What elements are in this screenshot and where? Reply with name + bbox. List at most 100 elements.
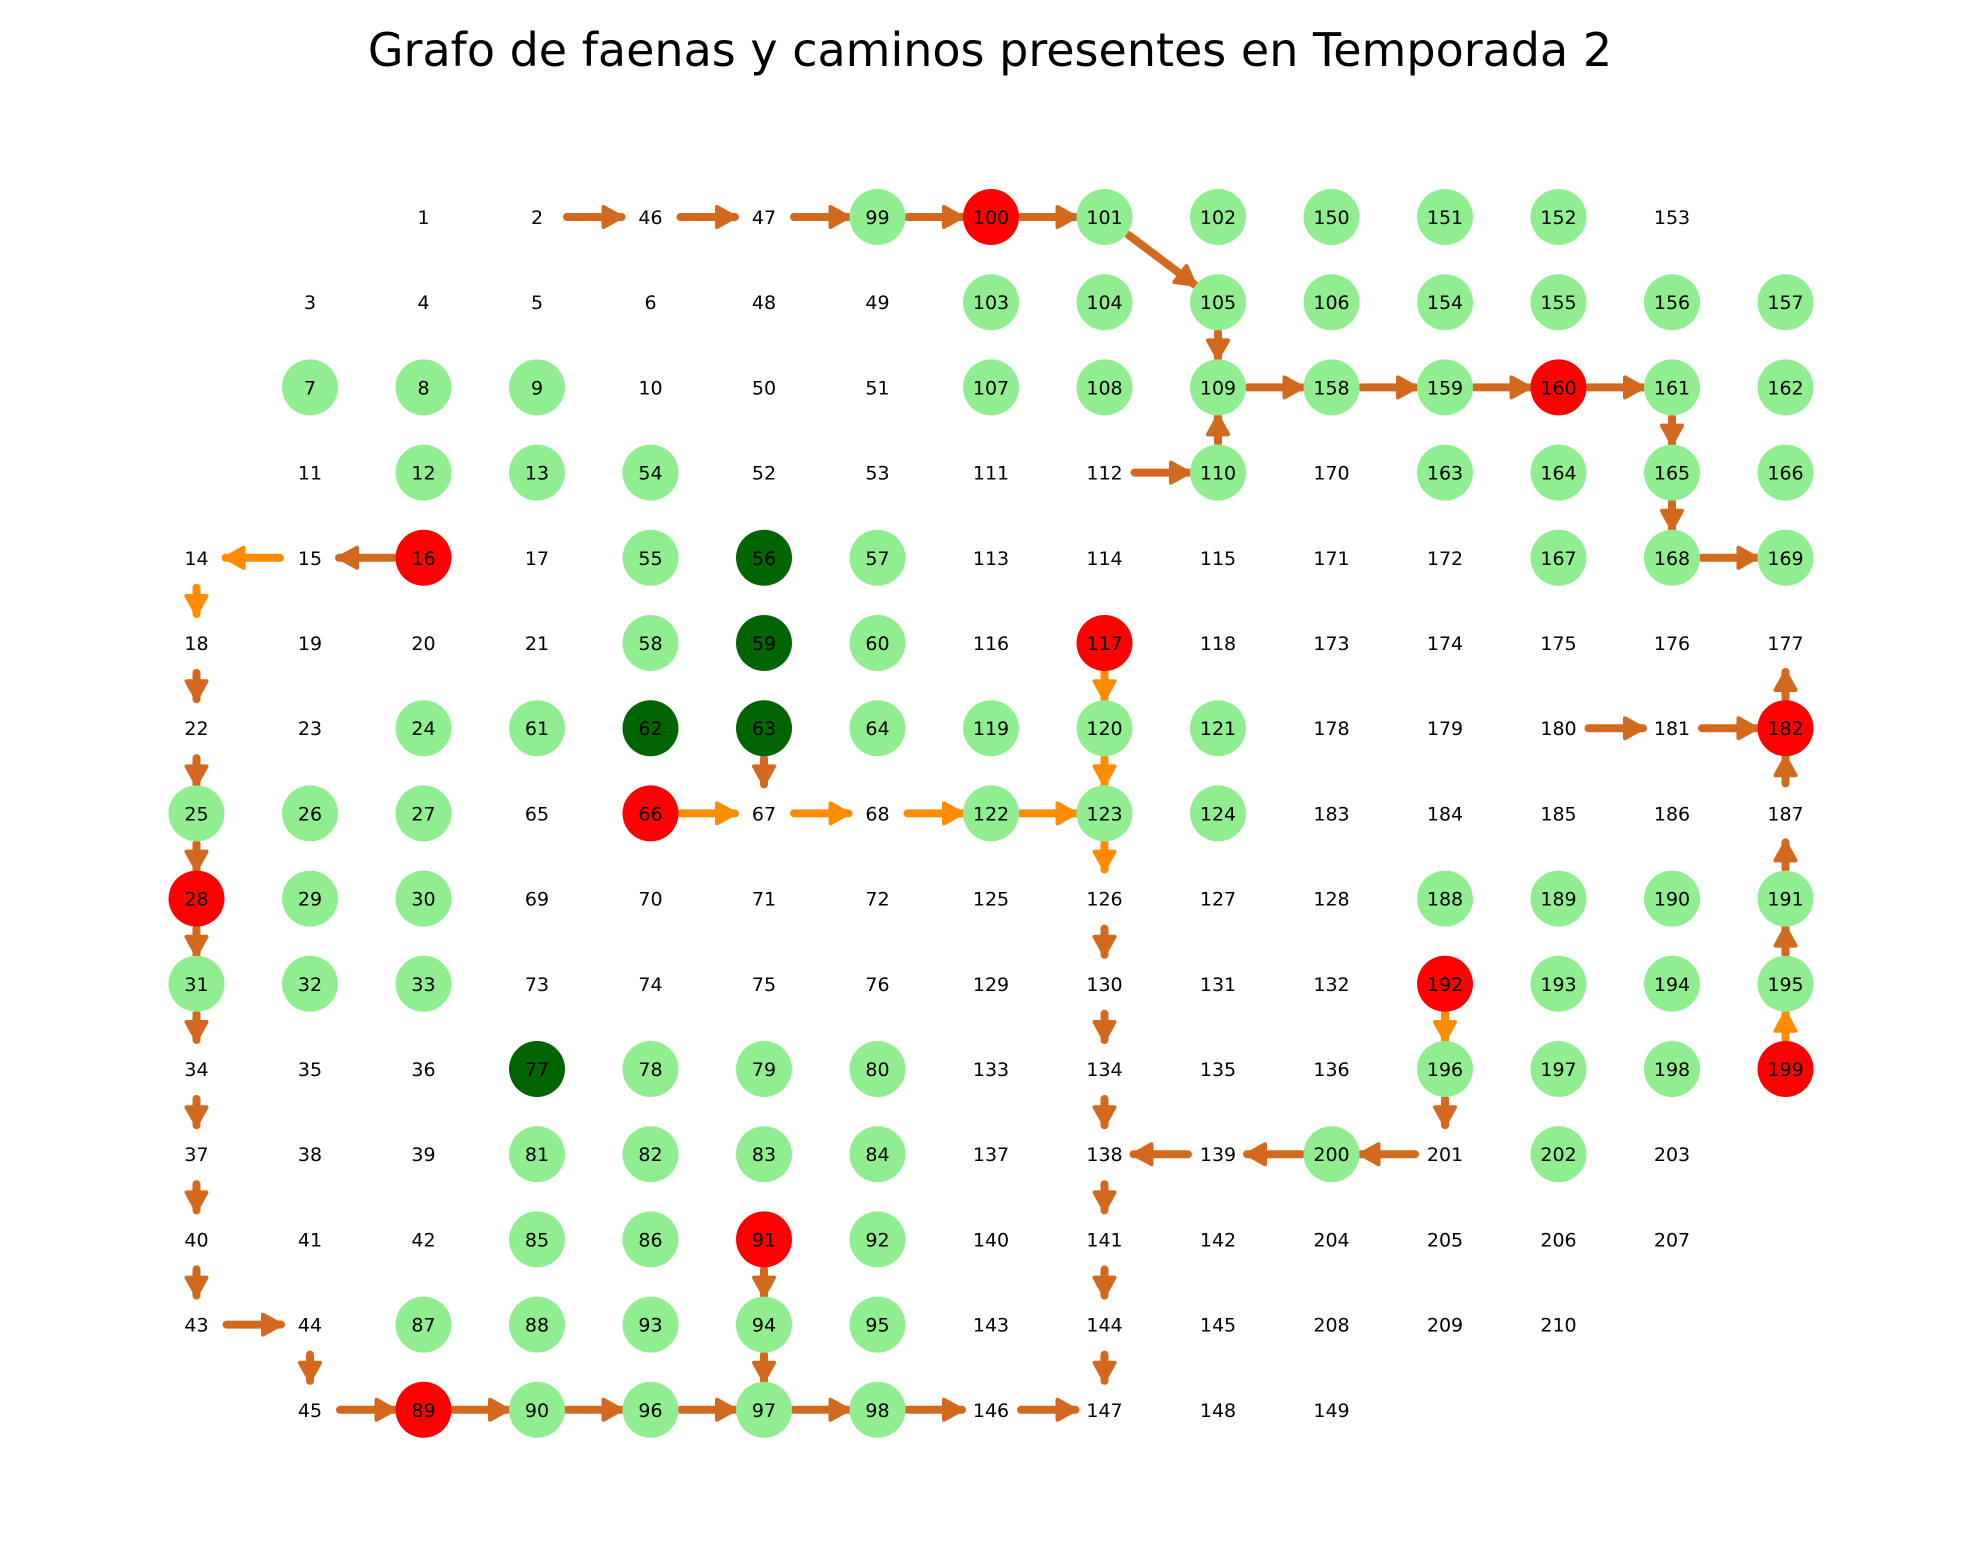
node-105: 105 [1190, 274, 1246, 331]
edge-15-14 [221, 545, 284, 570]
node-label: 188 [1427, 889, 1463, 911]
node-label: 182 [1767, 718, 1803, 740]
edge-67-68 [790, 801, 853, 826]
edge-arrowhead [1736, 716, 1759, 741]
node-label: 82 [638, 1144, 662, 1166]
node-label: 12 [411, 463, 435, 485]
edge-arrowhead [1169, 460, 1191, 485]
node-label: 181 [1654, 718, 1690, 740]
node-103: 103 [963, 274, 1019, 331]
node-label: 10 [638, 377, 662, 399]
node-circle-light [1417, 189, 1473, 245]
node-200: 200 [1303, 1126, 1360, 1183]
node-195: 195 [1757, 955, 1814, 1012]
node-75: 75 [752, 974, 776, 996]
node-74: 74 [638, 974, 662, 996]
node-label: 31 [184, 974, 208, 996]
node-label: 94 [752, 1315, 776, 1337]
node-label: 64 [865, 718, 889, 740]
node-3: 3 [304, 292, 316, 314]
node-label: 28 [184, 889, 208, 911]
edge-arrowhead [1509, 375, 1532, 400]
node-circle-light [736, 1041, 792, 1097]
node-145: 145 [1200, 1315, 1236, 1337]
edge-arrowhead [1623, 716, 1645, 741]
edge-122-123 [1017, 801, 1080, 826]
node-circle-red [395, 529, 452, 586]
node-label: 42 [411, 1229, 435, 1251]
node-circle-light [1303, 1126, 1360, 1183]
edge-40-43 [184, 1265, 209, 1300]
edge-arrowhead [1282, 375, 1305, 400]
edge-arrowhead [184, 1105, 209, 1128]
node-106: 106 [1303, 274, 1360, 331]
node-2: 2 [531, 207, 543, 229]
node-32: 32 [282, 955, 338, 1012]
edge-37-40 [184, 1180, 209, 1215]
edge-arrowhead [828, 801, 851, 826]
node-120: 120 [1076, 700, 1133, 757]
node-40: 40 [184, 1229, 208, 1251]
node-label: 184 [1427, 803, 1463, 825]
node-104: 104 [1076, 274, 1133, 331]
node-circle-light [1757, 529, 1814, 586]
edge-63-67 [752, 754, 776, 789]
edge-arrowhead [1055, 801, 1078, 826]
node-label: 137 [973, 1144, 1009, 1166]
node-109: 109 [1190, 359, 1246, 416]
edge-130-134 [1092, 1009, 1117, 1044]
node-62: 62 [622, 700, 679, 757]
node-circle-light [509, 1381, 565, 1438]
edge-97-98 [790, 1397, 853, 1422]
edge-161-165 [1660, 413, 1684, 448]
node-circle-light [849, 1296, 906, 1353]
node-43: 43 [184, 1315, 208, 1337]
edge-138-141 [1092, 1180, 1117, 1215]
node-160: 160 [1530, 359, 1587, 416]
node-23: 23 [298, 718, 322, 740]
node-label: 139 [1200, 1144, 1236, 1166]
node-46: 46 [638, 207, 662, 229]
node-label: 30 [411, 889, 435, 911]
edge-159-160 [1471, 375, 1534, 400]
node-82: 82 [622, 1126, 679, 1183]
node-171: 171 [1313, 548, 1349, 570]
chart-title: Grafo de faenas y caminos presentes en T… [368, 23, 1612, 77]
node-label: 164 [1540, 463, 1576, 485]
edge-91-94 [752, 1265, 776, 1300]
node-78: 78 [622, 1041, 679, 1097]
node-61: 61 [509, 700, 565, 757]
node-89: 89 [395, 1381, 452, 1438]
edge-arrowhead [1092, 849, 1117, 872]
node-label: 3 [304, 292, 316, 314]
node-label: 92 [865, 1229, 889, 1251]
node-circle-light [1190, 359, 1246, 416]
node-170: 170 [1313, 463, 1349, 485]
node-label: 189 [1540, 889, 1576, 911]
node-label: 128 [1313, 889, 1349, 911]
node-label: 71 [752, 889, 776, 911]
node-label: 169 [1767, 548, 1803, 570]
node-203: 203 [1654, 1144, 1690, 1166]
edge-arrowhead [601, 1397, 624, 1422]
node-circle-red [1530, 359, 1587, 416]
node-label: 45 [298, 1400, 322, 1422]
node-110: 110 [1190, 444, 1246, 501]
node-label: 142 [1200, 1229, 1236, 1251]
node-label: 115 [1200, 548, 1236, 570]
edge-200-139 [1243, 1142, 1306, 1167]
node-150: 150 [1303, 189, 1360, 245]
node-151: 151 [1417, 189, 1473, 245]
node-5: 5 [531, 292, 543, 314]
node-20: 20 [411, 633, 435, 655]
node-label: 190 [1654, 889, 1690, 911]
node-130: 130 [1086, 974, 1122, 996]
node-label: 110 [1200, 463, 1236, 485]
edge-arrowhead [1396, 375, 1418, 400]
node-26: 26 [282, 785, 338, 842]
node-label: 202 [1540, 1144, 1576, 1166]
node-circle-dark [736, 615, 792, 671]
node-25: 25 [168, 785, 225, 842]
node-107: 107 [963, 359, 1019, 416]
edge-arrowhead [828, 1397, 851, 1422]
